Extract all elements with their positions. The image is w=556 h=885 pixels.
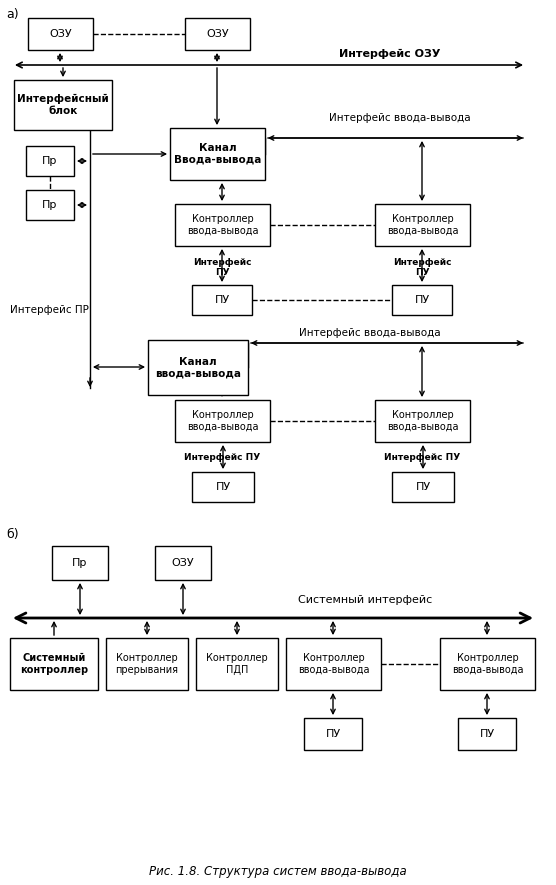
Text: ОЗУ: ОЗУ [172,558,194,568]
Text: Контроллер
ввода-вывода: Контроллер ввода-вывода [187,214,258,235]
Bar [196,638,278,690]
Text: б): б) [6,528,18,541]
Text: Пр: Пр [72,558,88,568]
Text: Канал
ввода-вывода: Канал ввода-вывода [155,357,241,378]
Text: Контроллер
ввода-вывода: Контроллер ввода-вывода [187,411,258,432]
Text: Интерфейсный
блок: Интерфейсный блок [17,94,109,116]
Bar [14,80,112,130]
Bar [148,340,248,395]
Text: Рис. 1.8. Структура систем ввода-вывода: Рис. 1.8. Структура систем ввода-вывода [149,866,407,879]
Text: Интерфейс ОЗУ: Интерфейс ОЗУ [339,49,441,59]
Text: ОЗУ: ОЗУ [49,29,72,39]
Text: Интерфейс ввода-вывода: Интерфейс ввода-вывода [329,113,471,123]
Bar [375,204,470,246]
Text: Контроллер
прерывания: Контроллер прерывания [116,653,178,674]
Text: Интерфейс ПУ: Интерфейс ПУ [184,453,260,462]
Text: Интерфейс
ПУ: Интерфейс ПУ [193,258,251,277]
Text: Канал
Ввода-вывода: Канал Ввода-вывода [174,143,261,165]
Text: ПУ: ПУ [415,482,430,492]
Bar [392,472,454,502]
Bar [28,18,93,50]
Text: ПУ: ПУ [479,729,495,739]
Bar [185,18,250,50]
Bar [392,285,452,315]
Bar [192,285,252,315]
Bar [106,638,188,690]
Bar [175,204,270,246]
Text: ПУ: ПУ [215,295,230,305]
Bar [286,638,381,690]
Bar [375,400,470,442]
Text: Контроллер
ввода-вывода: Контроллер ввода-вывода [451,653,523,674]
Text: ПУ: ПУ [325,729,341,739]
Bar [10,638,98,690]
Bar [155,546,211,580]
Bar [192,472,254,502]
Text: Системный
контроллер: Системный контроллер [20,653,88,674]
Text: Контроллер
ввода-вывода: Контроллер ввода-вывода [387,411,458,432]
Text: Интерфейс ПР: Интерфейс ПР [10,305,89,315]
Bar [170,128,265,180]
Text: Контроллер
ввода-вывода: Контроллер ввода-вывода [298,653,369,674]
Text: Интерфейс ввода-вывода: Интерфейс ввода-вывода [299,328,441,338]
Bar [440,638,535,690]
Bar [26,190,74,220]
Text: ПУ: ПУ [215,482,231,492]
Text: Контроллер
ввода-вывода: Контроллер ввода-вывода [387,214,458,235]
Bar [458,718,516,750]
Bar [175,400,270,442]
Text: Пр: Пр [42,200,58,210]
Text: ОЗУ: ОЗУ [206,29,229,39]
Bar [304,718,362,750]
Bar [52,546,108,580]
Text: Пр: Пр [42,156,58,166]
Text: a): a) [6,8,18,21]
Text: Интерфейс
ПУ: Интерфейс ПУ [393,258,451,277]
Bar [26,146,74,176]
Text: Системный интерфейс: Системный интерфейс [298,595,432,605]
Text: Интерфейс ПУ: Интерфейс ПУ [384,453,460,462]
Text: ПУ: ПУ [414,295,430,305]
Text: Контроллер
ПДП: Контроллер ПДП [206,653,268,675]
